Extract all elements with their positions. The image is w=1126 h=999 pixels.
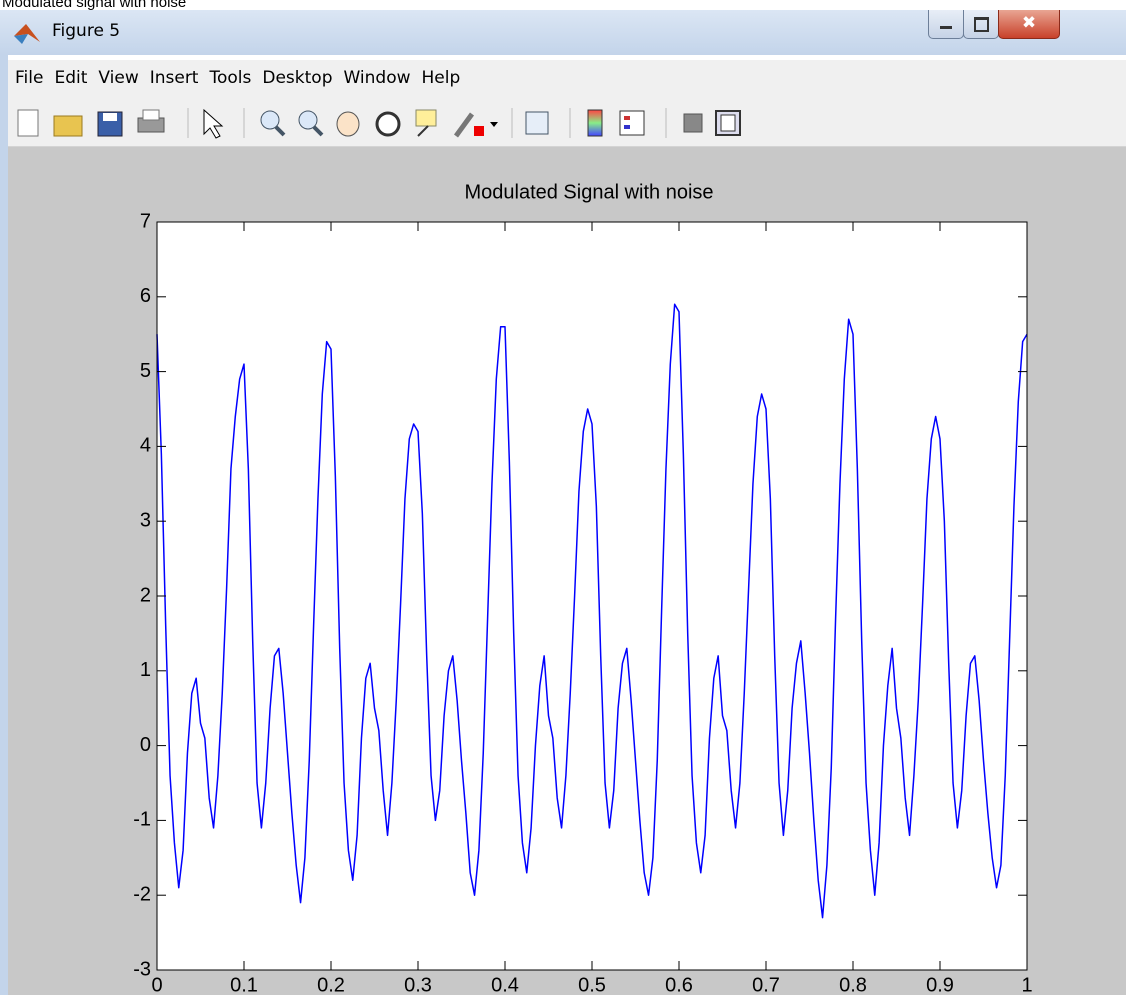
print[interactable]: [137, 109, 165, 133]
chart-title: Modulated Signal with noise: [464, 181, 713, 203]
x-tick-label: 0.1: [230, 974, 258, 995]
y-tick-label: 6: [140, 285, 151, 307]
y-tick-label: 3: [140, 509, 151, 531]
legend[interactable]: [619, 110, 645, 136]
pointer[interactable]: [203, 108, 224, 139]
save[interactable]: [97, 111, 123, 137]
x-tick-label: 0.4: [491, 974, 519, 995]
plot-area: [157, 222, 1027, 970]
x-tick-label: 0.7: [752, 974, 780, 995]
x-tick-label: 0.9: [926, 974, 954, 995]
app-icon: [14, 24, 40, 44]
menu-item[interactable]: Edit: [54, 68, 88, 88]
y-tick-label: 7: [140, 210, 151, 232]
y-tick-label: 0: [140, 734, 151, 756]
menu-bar: File Edit View Insert Tools Desktop Window Help: [8, 60, 1126, 96]
chart: Modulated Signal with noise -3 -2 -1 0 1 2 3 4 5…: [133, 181, 1032, 996]
y-tick-label: 5: [140, 360, 151, 382]
menu-item[interactable]: View: [98, 68, 139, 88]
y-tick-label: 2: [140, 584, 151, 606]
menu-item[interactable]: Tools: [209, 68, 252, 88]
y-tick-label: 1: [140, 659, 151, 681]
minimize-button[interactable]: [928, 10, 964, 39]
title-bar: Figure 5 ✖: [0, 10, 1126, 55]
data-cursor[interactable]: [415, 109, 437, 137]
window-frame: [0, 55, 8, 995]
close-button[interactable]: ✖: [998, 10, 1060, 39]
x-tick-label: 0.2: [317, 974, 345, 995]
y-tick-label: 4: [140, 435, 151, 457]
link-plot[interactable]: [525, 111, 549, 135]
colorbar[interactable]: [587, 109, 603, 137]
menu-item[interactable]: Window: [343, 68, 411, 88]
x-tick-label: 0: [151, 974, 162, 995]
menu-item[interactable]: Insert: [149, 68, 199, 88]
window-title: Figure 5: [52, 21, 121, 41]
x-tick-label: 0.3: [404, 974, 432, 995]
pan[interactable]: [336, 111, 360, 137]
menu-item[interactable]: File: [15, 68, 44, 88]
zoom-out[interactable]: [298, 110, 324, 137]
figure-area: Modulated Signal with noise -3 -2 -1 0 1 2 3 4 5…: [8, 147, 1126, 996]
toolbar: [8, 96, 1126, 147]
toolbar-icons: [17, 108, 741, 139]
x-tick-label: 1: [1021, 974, 1032, 995]
menu-item[interactable]: Help: [421, 68, 461, 88]
brush[interactable]: [453, 112, 498, 138]
show-plot-tools[interactable]: [715, 110, 741, 136]
hide-plot-tools[interactable]: [683, 113, 703, 133]
y-tick-label: -2: [133, 883, 151, 905]
data-line: [156, 303, 1028, 919]
rotate-3d[interactable]: [375, 111, 401, 137]
y-tick-label: -1: [133, 809, 151, 831]
caption: Modulated signal with noise: [2, 0, 187, 11]
menu-item[interactable]: Desktop: [262, 68, 333, 88]
x-tick-label: 0.8: [839, 974, 867, 995]
y-tick-label: -3: [133, 958, 151, 980]
x-tick-label: 0.5: [578, 974, 606, 995]
x-tick-label: 0.6: [665, 974, 693, 995]
maximize-button[interactable]: [963, 10, 999, 39]
new-file[interactable]: [17, 109, 39, 137]
open-file[interactable]: [53, 115, 83, 137]
zoom-in[interactable]: [260, 110, 286, 137]
